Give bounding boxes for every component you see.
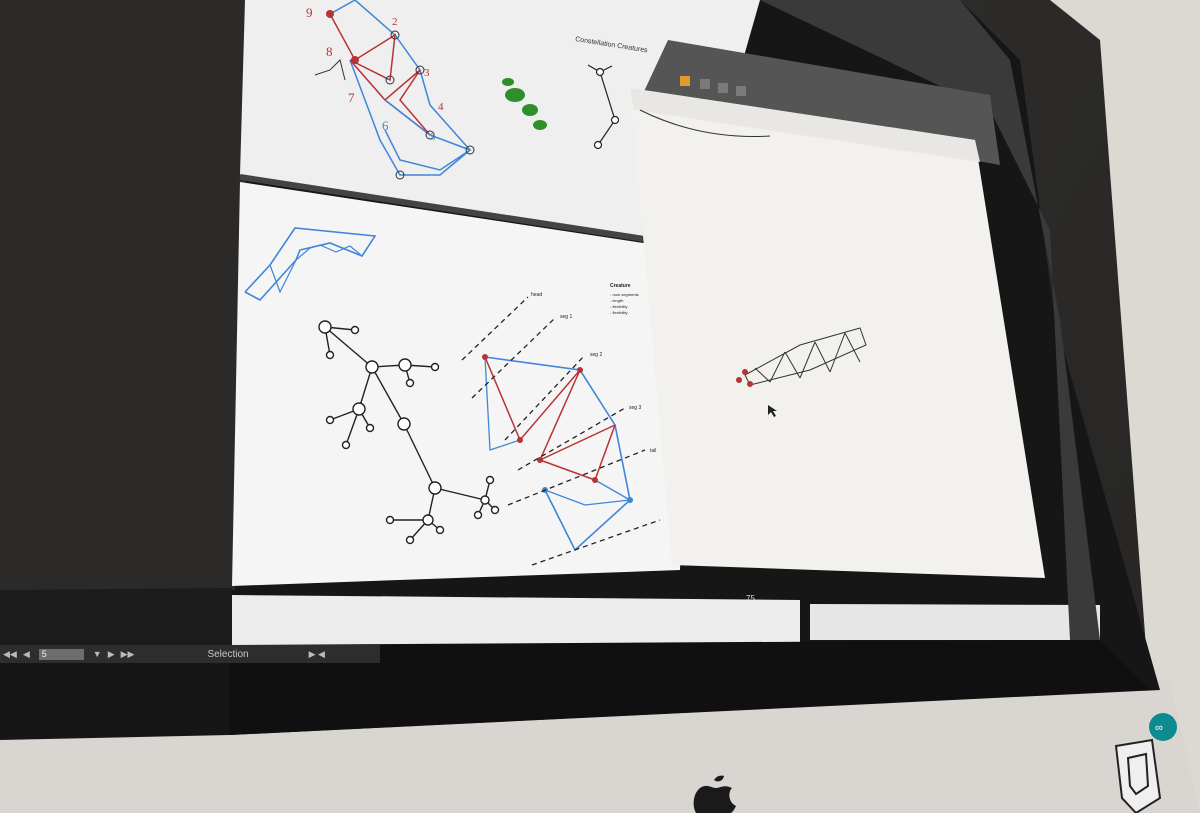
- mouse-cursor-icon: [768, 405, 777, 417]
- callout-label: seg 1: [560, 314, 572, 320]
- callout-lines: [461, 296, 661, 566]
- page-dropdown-icon[interactable]: ▼: [92, 649, 102, 659]
- sketch-number: 2: [392, 16, 398, 28]
- panel-attribute: - flexibility: [610, 310, 628, 315]
- app-chrome-right: [760, 0, 1100, 640]
- callout-label: head: [531, 292, 542, 298]
- prev-page-icon[interactable]: ◀: [22, 648, 30, 659]
- preview-bottom-value: 75: [746, 594, 755, 603]
- tree-diagram: [318, 320, 500, 545]
- panel-title: Creature: [610, 283, 631, 289]
- panel-attribute: - length: [610, 298, 623, 303]
- arduino-sticker-icon: ∞: [1149, 713, 1177, 741]
- run-icon[interactable]: [680, 76, 690, 86]
- apple-logo-icon: [693, 775, 736, 813]
- blue-outline-creature: [244, 227, 377, 302]
- new-icon[interactable]: [718, 83, 728, 93]
- sketch-number: 8: [326, 44, 333, 59]
- screen-left-edge: [0, 588, 232, 648]
- screen-bottom-bezel: [230, 640, 1150, 735]
- callout-label: tail: [650, 448, 656, 454]
- artboard-bottom: [230, 595, 800, 645]
- sketch-window-titlebar[interactable]: [630, 88, 980, 162]
- sketch-number: 3: [424, 67, 430, 79]
- first-page-icon[interactable]: ◀◀: [3, 648, 17, 659]
- sketch-number: 7: [348, 90, 355, 105]
- sketch-number: 9: [306, 5, 313, 20]
- artboard-bottom-right: [810, 604, 1100, 640]
- segmented-creature: [482, 354, 633, 552]
- sketch-window[interactable]: [630, 88, 1045, 578]
- blue-outline-detail: [269, 244, 363, 294]
- tool-mode-label: Selection: [207, 648, 249, 660]
- artboard-main: [232, 182, 690, 586]
- sketch-number: 5: [430, 131, 436, 143]
- hand-drawn-network: [314, 0, 475, 180]
- last-page-icon[interactable]: ▶▶: [120, 648, 135, 659]
- sketch-number: 4: [438, 101, 444, 113]
- status-bar: ◀◀ ◀ 5 ▼ ▶ ▶▶ Selection ▶ ◀: [0, 645, 380, 663]
- mode-toggle-icon[interactable]: ▶ ◀: [308, 648, 325, 659]
- green-creature: [502, 78, 547, 130]
- creature-attributes-panel: Creature - num segments - length - flexi…: [610, 283, 639, 315]
- sketch-number: 6: [382, 118, 389, 133]
- artboard-divider: [239, 174, 691, 249]
- page-number-input[interactable]: 5: [38, 648, 84, 660]
- preview-creature: [736, 327, 867, 387]
- panel-attribute: - num segments: [610, 292, 639, 297]
- sticker-badge-icon: [1114, 738, 1162, 813]
- artboard-top: [240, 0, 760, 245]
- callout-label: seg 3: [629, 405, 641, 411]
- tree-sketch-top: [587, 64, 620, 150]
- panel-attribute: - flexibility: [610, 304, 628, 309]
- curve-guide: [639, 109, 771, 137]
- open-icon[interactable]: [736, 86, 746, 96]
- svg-text:∞: ∞: [1155, 722, 1163, 734]
- next-page-icon[interactable]: ▶: [107, 648, 115, 659]
- stop-icon[interactable]: [700, 79, 710, 89]
- callout-label: seg 2: [590, 352, 602, 358]
